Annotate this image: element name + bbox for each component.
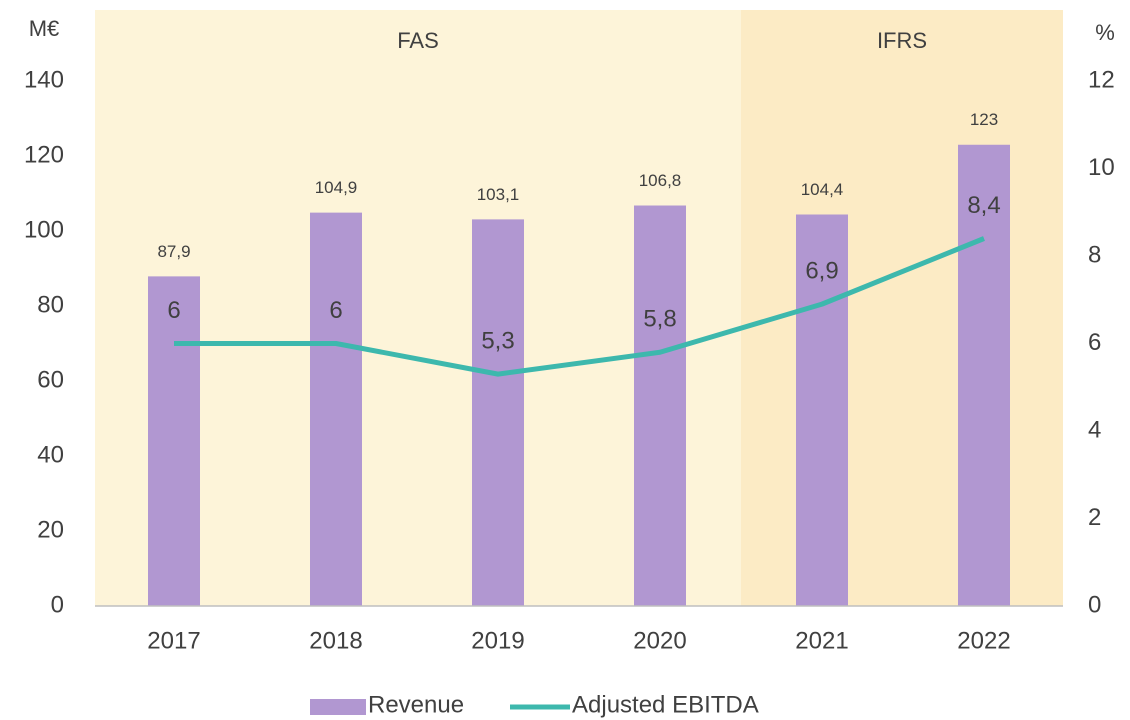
y2-tick-label: 4 — [1088, 416, 1101, 443]
bar-value-label: 106,8 — [639, 171, 682, 190]
y-tick-label: 60 — [37, 366, 64, 393]
y2-unit: % — [1095, 20, 1115, 45]
line-value-label: 8,4 — [967, 192, 1000, 219]
legend-label: Revenue — [368, 691, 464, 718]
x-tick-label: 2021 — [795, 627, 848, 654]
y2-tick-label: 8 — [1088, 241, 1101, 268]
line-value-label: 6 — [167, 297, 180, 324]
bar — [796, 214, 848, 606]
x-tick-label: 2020 — [633, 627, 686, 654]
bar-value-label: 104,9 — [315, 178, 358, 197]
line-value-label: 5,8 — [643, 306, 676, 333]
bar — [472, 219, 524, 606]
x-tick-label: 2017 — [147, 627, 200, 654]
y2-tick-label: 0 — [1088, 591, 1101, 618]
y-tick-label: 20 — [37, 516, 64, 543]
y-unit: M€ — [29, 16, 60, 41]
region-label: FAS — [397, 28, 439, 53]
bar — [148, 276, 200, 606]
x-tick-label: 2018 — [309, 627, 362, 654]
y-tick-label: 100 — [24, 216, 64, 243]
y2-tick-label: 2 — [1088, 504, 1101, 531]
region-band — [95, 10, 741, 606]
bar-value-label: 103,1 — [477, 185, 520, 204]
x-tick-label: 2019 — [471, 627, 524, 654]
region-band — [741, 10, 1063, 606]
y-tick-label: 80 — [37, 291, 64, 318]
bar — [634, 205, 686, 606]
region-label: IFRS — [877, 28, 927, 53]
y2-tick-label: 12 — [1088, 66, 1115, 93]
legend-label: Adjusted EBITDA — [572, 691, 759, 718]
y-tick-label: 140 — [24, 66, 64, 93]
bar-value-label: 104,4 — [801, 180, 844, 199]
bar-value-label: 87,9 — [157, 242, 190, 261]
line-value-label: 6 — [329, 297, 342, 324]
bar — [310, 212, 362, 606]
y2-tick-label: 10 — [1088, 154, 1115, 181]
y-tick-label: 0 — [51, 591, 64, 618]
line-value-label: 6,9 — [805, 257, 838, 284]
y-tick-label: 40 — [37, 441, 64, 468]
bar — [958, 144, 1010, 606]
y-tick-label: 120 — [24, 141, 64, 168]
line — [174, 236, 985, 377]
line-value-label: 5,3 — [481, 327, 514, 354]
bar-value-label: 123 — [970, 110, 998, 129]
y2-tick-label: 6 — [1088, 329, 1101, 356]
legend-swatch — [310, 699, 366, 715]
x-tick-label: 2022 — [957, 627, 1010, 654]
